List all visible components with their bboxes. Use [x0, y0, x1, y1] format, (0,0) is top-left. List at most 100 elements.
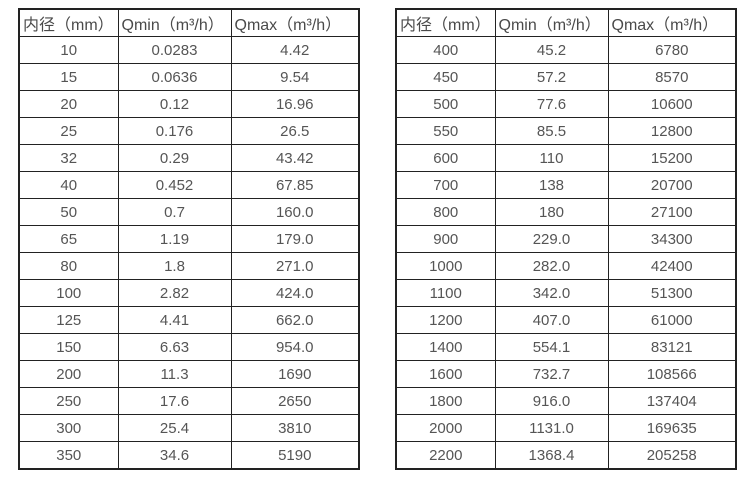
table-cell: 137404: [607, 387, 737, 415]
table-row: 500 77.6 10600: [395, 90, 737, 118]
table-cell: 662.0: [230, 306, 360, 334]
table-cell: 25: [18, 117, 119, 145]
table-cell: 0.0636: [117, 63, 232, 91]
table-cell: 0.29: [117, 144, 232, 172]
table-cell: 34300: [607, 225, 737, 253]
table-row: 300 25.4 3810: [18, 414, 360, 442]
table-cell: 0.176: [117, 117, 232, 145]
table-cell: 61000: [607, 306, 737, 334]
table-cell: 11.3: [117, 360, 232, 388]
table-cell: 34.6: [117, 441, 232, 470]
table-cell: 0.0283: [117, 36, 232, 64]
table-cell: 1.8: [117, 252, 232, 280]
table-row: 700 138 20700: [395, 171, 737, 199]
flow-table-small-diameters: 内径（mm） Qmin（m³/h） Qmax（m³/h） 10 0.0283 4.42 15…: [18, 8, 360, 470]
flow-table-large-diameters: 内径（mm） Qmin（m³/h） Qmax（m³/h） 400 45.2 6780 450…: [395, 8, 737, 470]
table-cell: 450: [395, 63, 496, 91]
header-cell: Qmax（m³/h）: [607, 8, 737, 37]
table-cell: 3810: [230, 414, 360, 442]
table-cell: 6780: [607, 36, 737, 64]
table-cell: 42400: [607, 252, 737, 280]
table-cell: 179.0: [230, 225, 360, 253]
table-row: 10 0.0283 4.42: [18, 36, 360, 64]
table-row: 600 110 15200: [395, 144, 737, 172]
table-row: 125 4.41 662.0: [18, 306, 360, 334]
table-cell: 169635: [607, 414, 737, 442]
table-cell: 40: [18, 171, 119, 199]
table-cell: 250: [18, 387, 119, 415]
table-row: 1200 407.0 61000: [395, 306, 737, 334]
table-cell: 51300: [607, 279, 737, 307]
table-cell: 342.0: [494, 279, 609, 307]
table-row: 32 0.29 43.42: [18, 144, 360, 172]
table-cell: 2.82: [117, 279, 232, 307]
table-row: 65 1.19 179.0: [18, 225, 360, 253]
table-cell: 1.19: [117, 225, 232, 253]
table-cell: 85.5: [494, 117, 609, 145]
table-cell: 2000: [395, 414, 496, 442]
table-cell: 916.0: [494, 387, 609, 415]
table-cell: 26.5: [230, 117, 360, 145]
table-cell: 282.0: [494, 252, 609, 280]
table-cell: 8570: [607, 63, 737, 91]
table-cell: 25.4: [117, 414, 232, 442]
table-row: 2200 1368.4 205258: [395, 441, 737, 470]
table-cell: 15: [18, 63, 119, 91]
table-cell: 5190: [230, 441, 360, 470]
table-cell: 4.41: [117, 306, 232, 334]
table-cell: 108566: [607, 360, 737, 388]
table-cell: 407.0: [494, 306, 609, 334]
table-cell: 67.85: [230, 171, 360, 199]
table-cell: 10: [18, 36, 119, 64]
header-cell: 内径（mm）: [395, 8, 496, 37]
table-cell: 45.2: [494, 36, 609, 64]
header-cell: Qmax（m³/h）: [230, 8, 360, 37]
table-row: 20 0.12 16.96: [18, 90, 360, 118]
header-row: 内径（mm） Qmin（m³/h） Qmax（m³/h）: [395, 8, 737, 37]
table-cell: 229.0: [494, 225, 609, 253]
table-cell: 424.0: [230, 279, 360, 307]
table-row: 40 0.452 67.85: [18, 171, 360, 199]
table-row: 450 57.2 8570: [395, 63, 737, 91]
table-cell: 350: [18, 441, 119, 470]
table-cell: 1000: [395, 252, 496, 280]
table-row: 100 2.82 424.0: [18, 279, 360, 307]
table-cell: 83121: [607, 333, 737, 361]
header-cell: Qmin（m³/h）: [117, 8, 232, 37]
table-cell: 10600: [607, 90, 737, 118]
table-cell: 2650: [230, 387, 360, 415]
table-cell: 16.96: [230, 90, 360, 118]
table-cell: 1200: [395, 306, 496, 334]
table-cell: 77.6: [494, 90, 609, 118]
table-row: 400 45.2 6780: [395, 36, 737, 64]
table-cell: 6.63: [117, 333, 232, 361]
table-cell: 50: [18, 198, 119, 226]
table-cell: 0.452: [117, 171, 232, 199]
table-cell: 110: [494, 144, 609, 172]
table-cell: 27100: [607, 198, 737, 226]
table-cell: 1100: [395, 279, 496, 307]
table-cell: 550: [395, 117, 496, 145]
table-cell: 100: [18, 279, 119, 307]
table-cell: 12800: [607, 117, 737, 145]
table-row: 1800 916.0 137404: [395, 387, 737, 415]
table-cell: 900: [395, 225, 496, 253]
table-cell: 1600: [395, 360, 496, 388]
table-cell: 554.1: [494, 333, 609, 361]
table-cell: 57.2: [494, 63, 609, 91]
table-cell: 9.54: [230, 63, 360, 91]
table-cell: 600: [395, 144, 496, 172]
table-cell: 180: [494, 198, 609, 226]
table-row: 80 1.8 271.0: [18, 252, 360, 280]
table-cell: 732.7: [494, 360, 609, 388]
table-cell: 200: [18, 360, 119, 388]
table-cell: 80: [18, 252, 119, 280]
table-cell: 20700: [607, 171, 737, 199]
table-cell: 400: [395, 36, 496, 64]
table-cell: 2200: [395, 441, 496, 470]
table-row: 800 180 27100: [395, 198, 737, 226]
table-cell: 954.0: [230, 333, 360, 361]
table-cell: 32: [18, 144, 119, 172]
table-cell: 15200: [607, 144, 737, 172]
